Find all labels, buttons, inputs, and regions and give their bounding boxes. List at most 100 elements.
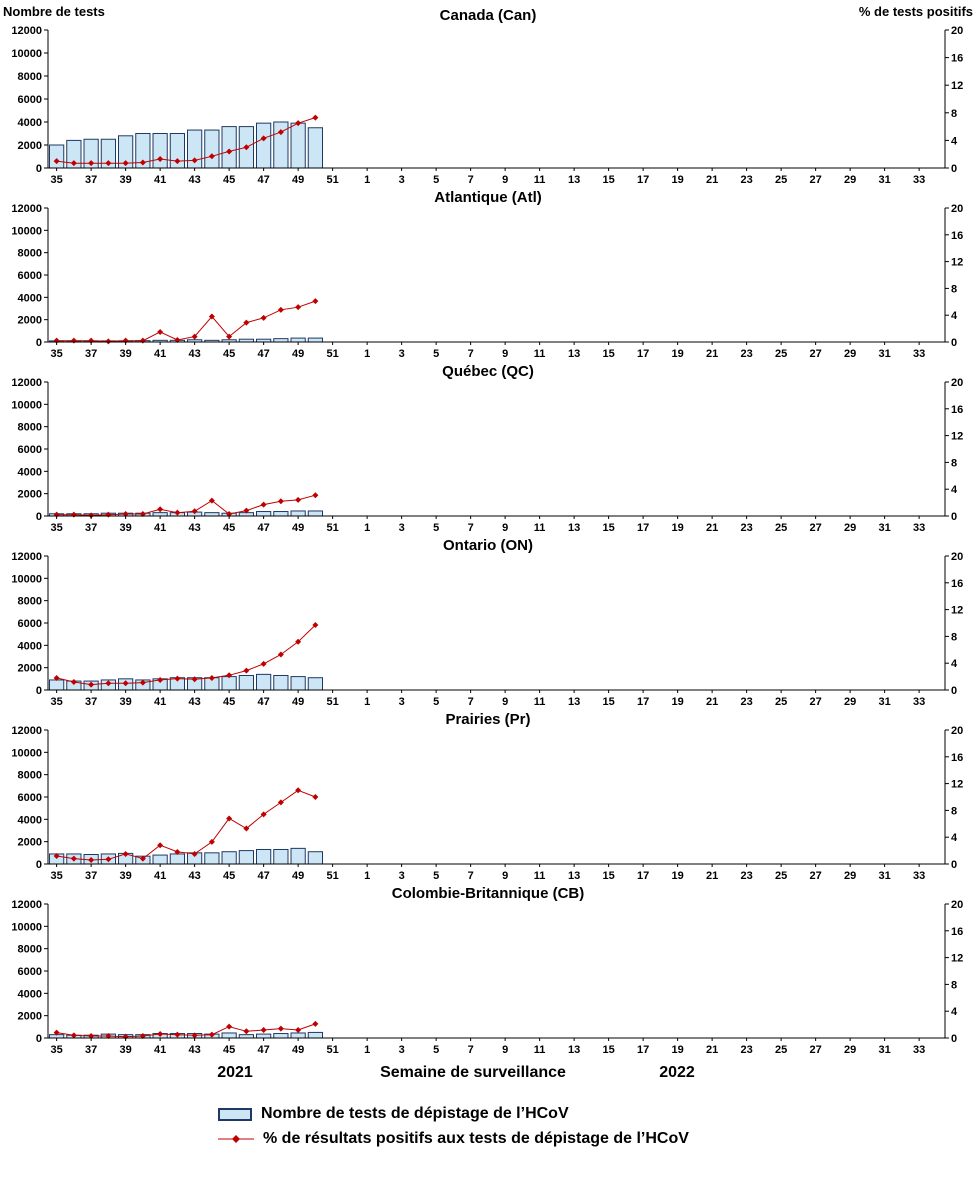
pct-positive-marker (139, 855, 146, 862)
pct-positive-marker (277, 799, 284, 806)
y-tick-label-left: 2000 (18, 663, 42, 675)
pct-positive-marker (157, 156, 164, 163)
x-tick-label: 9 (502, 696, 508, 708)
y-tick-label-left: 12000 (11, 203, 42, 215)
x-tick-label: 23 (741, 174, 753, 186)
pct-positive-marker (260, 660, 267, 667)
x-tick-label: 19 (672, 870, 684, 882)
pct-positive-marker (174, 675, 181, 682)
y-tick-label-right: 16 (951, 53, 963, 65)
pct-positive-marker (105, 856, 112, 863)
y-tick-label-left: 8000 (18, 71, 42, 83)
pct-positive-marker (208, 838, 215, 845)
x-tick-label: 15 (603, 522, 615, 534)
pct-positive-marker (191, 850, 198, 857)
pct-positive-marker (226, 815, 233, 822)
x-tick-label: 25 (775, 696, 787, 708)
y-tick-label-left: 0 (36, 859, 42, 871)
y-tick-label-left: 4000 (18, 117, 42, 129)
y-tick-label-left: 12000 (11, 899, 42, 911)
x-tick-label: 1 (364, 348, 370, 360)
x-tick-label: 29 (844, 522, 856, 534)
x-tick-label: 47 (258, 174, 270, 186)
y-tick-label-right: 0 (951, 337, 957, 349)
x-tick-label: 31 (879, 348, 891, 360)
pct-positive-marker (122, 160, 129, 167)
x-tick-label: 51 (327, 348, 339, 360)
y-tick-label-right: 4 (951, 832, 958, 844)
x-tick-label: 47 (258, 348, 270, 360)
y-tick-label-right: 4 (951, 310, 958, 322)
test-count-bar (290, 676, 306, 691)
x-tick-label: 17 (637, 174, 649, 186)
x-tick-label: 23 (741, 348, 753, 360)
pct-positive-marker (295, 496, 302, 503)
pct-positive-marker (53, 852, 60, 859)
y-tick-label-left: 4000 (18, 292, 42, 304)
legend-bar-label: Nombre de tests de dépistage de l’HCoV (261, 1105, 569, 1122)
x-tick-label: 11 (534, 348, 546, 360)
x-tick-label: 19 (672, 522, 684, 534)
x-tick-label: 47 (258, 1044, 270, 1056)
pct-positive-marker (70, 678, 77, 685)
x-tick-label: 15 (603, 348, 615, 360)
y-tick-label-left: 8000 (18, 596, 42, 608)
x-tick-label: 35 (51, 522, 63, 534)
x-tick-label: 23 (741, 1044, 753, 1056)
x-tick-label: 31 (879, 696, 891, 708)
test-count-bar (204, 512, 220, 517)
x-tick-label: 45 (223, 870, 235, 882)
pct-positive-marker (139, 337, 146, 344)
test-count-bar (152, 512, 168, 517)
x-tick-label: 23 (741, 870, 753, 882)
y-tick-label-right: 12 (951, 431, 963, 443)
x-tick-label: 3 (399, 870, 405, 882)
test-count-bar (238, 1034, 254, 1039)
y-tick-label-right: 4 (951, 1006, 958, 1018)
x-tick-label: 17 (637, 522, 649, 534)
test-count-bar (273, 511, 289, 517)
pct-positive-marker (295, 304, 302, 311)
y-tick-label-right: 16 (951, 578, 963, 590)
test-count-bar (290, 847, 306, 865)
y-tick-label-left: 10000 (11, 747, 42, 759)
x-tick-label: 41 (154, 1044, 166, 1056)
pct-positive-marker (243, 507, 250, 514)
pct-positive-marker (226, 1023, 233, 1030)
y-tick-label-right: 8 (951, 457, 957, 469)
x-tick-label: 3 (399, 1044, 405, 1056)
y-tick-label-right: 4 (951, 135, 958, 147)
test-count-bar (290, 510, 306, 517)
pct-positive-marker (105, 338, 112, 345)
x-tick-label: 29 (844, 348, 856, 360)
legend-line-label: % de résultats positifs aux tests de dép… (263, 1130, 689, 1147)
x-tick-label: 3 (399, 174, 405, 186)
test-count-bar (169, 853, 185, 865)
x-tick-label: 13 (568, 174, 580, 186)
y-tick-label-left: 2000 (18, 140, 42, 152)
x-tick-label: 7 (468, 522, 474, 534)
x-tick-label: 27 (810, 174, 822, 186)
x-tick-label: 19 (672, 1044, 684, 1056)
y-tick-label-right: 8 (951, 283, 957, 295)
pct-positive-marker (157, 842, 164, 849)
y-tick-label-right: 12 (951, 257, 963, 269)
test-count-bar (49, 144, 65, 169)
legend-bar-swatch (218, 1107, 252, 1121)
test-count-bar (307, 677, 323, 691)
pct-positive-marker (312, 298, 319, 305)
x-tick-label: 33 (913, 1044, 925, 1056)
y-tick-label-right: 8 (951, 631, 957, 643)
y-tick-label-right: 0 (951, 859, 957, 871)
x-tick-label: 21 (706, 870, 718, 882)
x-tick-label: 25 (775, 870, 787, 882)
x-tick-label: 1 (364, 174, 370, 186)
y-tick-label-left: 4000 (18, 640, 42, 652)
test-count-bar (204, 852, 220, 865)
pct-positive-marker (88, 512, 95, 519)
x-tick-label: 45 (223, 522, 235, 534)
x-tick-label: 27 (810, 348, 822, 360)
chart-legend: Nombre de tests de dépistage de l’HCoV %… (218, 1105, 976, 1148)
test-count-bar (273, 674, 289, 691)
x-tick-label: 9 (502, 1044, 508, 1056)
